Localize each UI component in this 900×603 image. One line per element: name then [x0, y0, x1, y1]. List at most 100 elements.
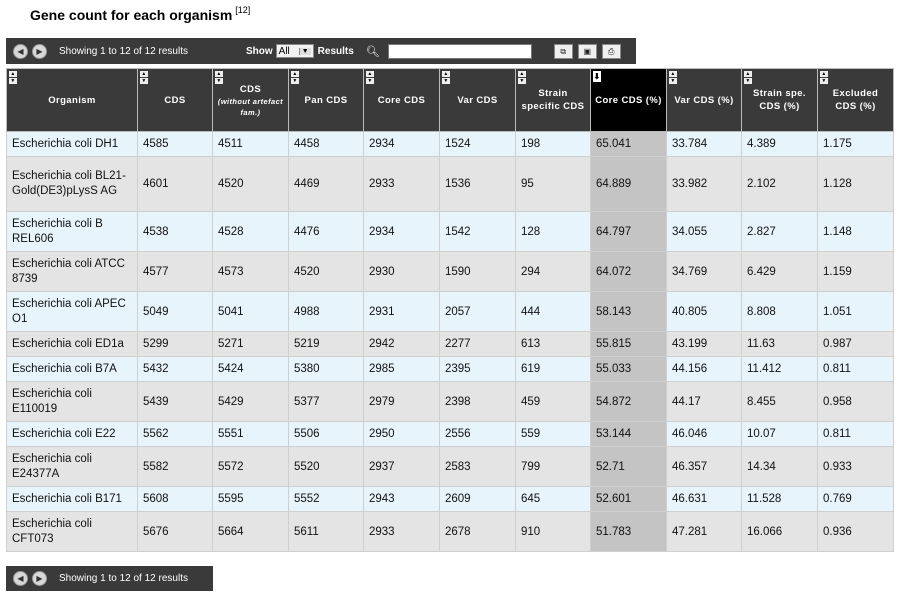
- table-cell: 198: [515, 131, 591, 157]
- table-row[interactable]: Escherichia coli CFT073 5676 5664 5611 2933 2…: [6, 511, 894, 552]
- column-header[interactable]: ▲ ▼ Var CDS: [439, 68, 516, 132]
- sort-icon[interactable]: ▲ ▼: [744, 71, 752, 84]
- organism-cell: Escherichia coli B REL606: [6, 211, 138, 252]
- column-header[interactable]: ▲ ▼ Excluded CDS (%): [817, 68, 894, 132]
- sort-icon[interactable]: ⬇: [593, 71, 601, 82]
- table-cell: 33.982: [666, 156, 742, 212]
- table-cell: 4511: [212, 131, 289, 157]
- table-row[interactable]: Escherichia coli ED1a 5299 5271 5219 2942 227…: [6, 331, 894, 357]
- column-header-label: Core CDS: [377, 94, 426, 106]
- table-row[interactable]: Escherichia coli BL21-Gold(DE3)pLysS AG 4…: [6, 156, 894, 212]
- table-cell: 459: [515, 381, 591, 422]
- sort-icon[interactable]: ▲ ▼: [366, 71, 374, 84]
- column-header[interactable]: ▲ ▼ Core CDS: [363, 68, 440, 132]
- column-header[interactable]: ▲ ▼ CDS (without artefact fam.): [212, 68, 289, 132]
- table-cell: 10.07: [741, 421, 818, 447]
- table-cell: 2931: [363, 291, 440, 332]
- table-cell: 2398: [439, 381, 516, 422]
- table-cell: 0.933: [817, 446, 894, 487]
- organism-cell: Escherichia coli E110019: [6, 381, 138, 422]
- table-cell: 2678: [439, 511, 516, 552]
- table-cell: 2277: [439, 331, 516, 357]
- top-toolbar: ◀ ▶ Showing 1 to 12 of 12 results Show A…: [6, 38, 636, 64]
- table-cell: 8.455: [741, 381, 818, 422]
- column-header[interactable]: ▲ ▼ Pan CDS: [288, 68, 364, 132]
- table-cell: 64.797: [590, 211, 667, 252]
- table-body: Escherichia coli DH1 4585 4511 4458 2934 1524…: [6, 131, 894, 552]
- copy-icon[interactable]: ⧉: [553, 43, 573, 59]
- sort-icon[interactable]: ▲ ▼: [669, 71, 677, 84]
- save-icon[interactable]: ▣: [577, 43, 597, 59]
- table-cell: 5611: [288, 511, 364, 552]
- table-row[interactable]: Escherichia coli B171 5608 5595 5552 2943 260…: [6, 486, 894, 512]
- column-header[interactable]: ⬇ Core CDS (%): [590, 68, 667, 132]
- table-cell: 5429: [212, 381, 289, 422]
- table-row[interactable]: Escherichia coli DH1 4585 4511 4458 2934 1524…: [6, 131, 894, 157]
- previous-page-icon[interactable]: ◀: [13, 43, 28, 59]
- table-cell: 55.033: [590, 356, 667, 382]
- table-cell: 46.631: [666, 486, 742, 512]
- table-cell: 2937: [363, 446, 440, 487]
- table-cell: 14.34: [741, 446, 818, 487]
- table-row[interactable]: Escherichia coli APEC O1 5049 5041 4988 2931…: [6, 291, 894, 332]
- title-reference[interactable]: [12]: [235, 5, 251, 15]
- table-cell: 2979: [363, 381, 440, 422]
- column-header[interactable]: ▲ ▼ Organism: [6, 68, 138, 132]
- table-cell: 1.148: [817, 211, 894, 252]
- column-header[interactable]: ▲ ▼ Var CDS (%): [666, 68, 742, 132]
- table-cell: 5439: [137, 381, 213, 422]
- print-icon[interactable]: ⎙: [601, 43, 621, 59]
- table-cell: 54.872: [590, 381, 667, 422]
- column-header[interactable]: ▲ ▼ CDS: [137, 68, 213, 132]
- table-row[interactable]: Escherichia coli E110019 5439 5429 5377 2979…: [6, 381, 894, 422]
- table-cell: 4601: [137, 156, 213, 212]
- chevron-down-icon: ▼: [298, 47, 311, 55]
- sort-icon[interactable]: ▲ ▼: [9, 71, 17, 84]
- organism-cell: Escherichia coli E24377A: [6, 446, 138, 487]
- table-cell: 4538: [137, 211, 213, 252]
- previous-page-icon[interactable]: ◀: [13, 571, 28, 586]
- sort-icon[interactable]: ▲ ▼: [215, 71, 223, 84]
- table-cell: 4577: [137, 251, 213, 292]
- search-input[interactable]: [387, 43, 532, 59]
- table-cell: 2609: [439, 486, 516, 512]
- table-row[interactable]: Escherichia coli B REL606 4538 4528 4476 293…: [6, 211, 894, 252]
- table-cell: 2985: [363, 356, 440, 382]
- table-cell: 5380: [288, 356, 364, 382]
- table-cell: 613: [515, 331, 591, 357]
- table-cell: 2934: [363, 131, 440, 157]
- sort-icon[interactable]: ▲ ▼: [518, 71, 526, 84]
- table-row[interactable]: Escherichia coli E22 5562 5551 5506 2950 2556…: [6, 421, 894, 447]
- table-cell: 1.128: [817, 156, 894, 212]
- show-label: Show: [245, 45, 273, 57]
- table-cell: 51.783: [590, 511, 667, 552]
- table-row[interactable]: Escherichia coli ATCC 8739 4577 4573 4520 29…: [6, 251, 894, 292]
- sort-icon[interactable]: ▲ ▼: [820, 71, 828, 84]
- table-cell: 5676: [137, 511, 213, 552]
- table-row[interactable]: Escherichia coli B7A 5432 5424 5380 2985 2395…: [6, 356, 894, 382]
- table-cell: 2950: [363, 421, 440, 447]
- column-header-label: Var CDS: [457, 94, 498, 106]
- table-cell: 5432: [137, 356, 213, 382]
- column-header-label: CDS: [239, 83, 262, 95]
- table-cell: 2930: [363, 251, 440, 292]
- sort-icon[interactable]: ▲ ▼: [140, 71, 148, 84]
- table-cell: 46.357: [666, 446, 742, 487]
- sort-icon[interactable]: ▲ ▼: [291, 71, 299, 84]
- gene-count-table: ▲ ▼ Organism ▲ ▼ CDS ▲ ▼ CDS (without artefact fa…: [6, 68, 894, 552]
- column-header[interactable]: ▲ ▼ Strain spe. CDS (%): [741, 68, 818, 132]
- page-size-select[interactable]: All ▼: [275, 44, 314, 58]
- next-page-icon[interactable]: ▶: [32, 571, 47, 586]
- organism-cell: Escherichia coli B171: [6, 486, 138, 512]
- column-header[interactable]: ▲ ▼ Strain specific CDS: [515, 68, 591, 132]
- table-cell: 55.815: [590, 331, 667, 357]
- table-cell: 5271: [212, 331, 289, 357]
- table-row[interactable]: Escherichia coli E24377A 5582 5572 5520 2937…: [6, 446, 894, 487]
- sort-icon[interactable]: ▲ ▼: [442, 71, 450, 84]
- table-cell: 5520: [288, 446, 364, 487]
- search-icon: 🔍︎: [365, 45, 380, 58]
- table-cell: 5572: [212, 446, 289, 487]
- column-header-label: Var CDS (%): [674, 94, 734, 106]
- next-page-icon[interactable]: ▶: [32, 43, 47, 59]
- table-cell: 64.889: [590, 156, 667, 212]
